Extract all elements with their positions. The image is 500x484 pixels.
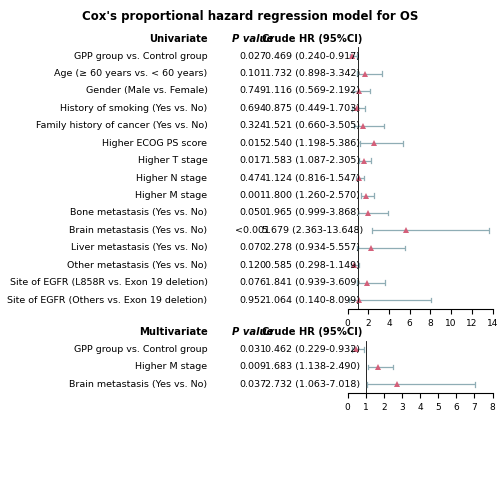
- Text: 0.015: 0.015: [239, 139, 266, 148]
- Text: Cox's proportional hazard regression model for OS: Cox's proportional hazard regression mod…: [82, 11, 418, 23]
- Text: 0.031: 0.031: [239, 345, 266, 354]
- Text: 0.585 (0.298-1.149): 0.585 (0.298-1.149): [265, 261, 360, 270]
- Text: 0.952: 0.952: [239, 296, 266, 304]
- Text: 0.120: 0.120: [239, 261, 266, 270]
- Text: Site of EGFR (Others vs. Exon 19 deletion): Site of EGFR (Others vs. Exon 19 deletio…: [8, 296, 207, 304]
- Text: <0.001: <0.001: [235, 226, 270, 235]
- Text: 2.540 (1.198-5.386): 2.540 (1.198-5.386): [265, 139, 360, 148]
- Text: Liver metastasis (Yes vs. No): Liver metastasis (Yes vs. No): [71, 243, 208, 252]
- Text: Brain metastasis (Yes vs. No): Brain metastasis (Yes vs. No): [70, 226, 207, 235]
- Text: GPP group vs. Control group: GPP group vs. Control group: [74, 345, 208, 354]
- Text: Family history of cancer (Yes vs. No): Family history of cancer (Yes vs. No): [36, 121, 208, 130]
- Text: 1.124 (0.816-1.547): 1.124 (0.816-1.547): [265, 174, 360, 182]
- Text: 2.732 (1.063-7.018): 2.732 (1.063-7.018): [265, 380, 360, 389]
- Text: Bone metastasis (Yes vs. No): Bone metastasis (Yes vs. No): [70, 209, 207, 217]
- Text: 1.800 (1.260-2.570): 1.800 (1.260-2.570): [265, 191, 360, 200]
- Text: Higher T stage: Higher T stage: [138, 156, 207, 165]
- Text: 1.064 (0.140-8.099): 1.064 (0.140-8.099): [265, 296, 360, 304]
- Text: Higher N stage: Higher N stage: [136, 174, 208, 182]
- Text: 0.749: 0.749: [239, 87, 266, 95]
- Text: 1.116 (0.569-2.192): 1.116 (0.569-2.192): [265, 87, 360, 95]
- Text: 0.694: 0.694: [239, 104, 266, 113]
- Text: History of smoking (Yes vs. No): History of smoking (Yes vs. No): [60, 104, 208, 113]
- Text: Multivariate: Multivariate: [139, 327, 207, 337]
- Text: 2.278 (0.934-5.557): 2.278 (0.934-5.557): [265, 243, 360, 252]
- Text: 0.324: 0.324: [239, 121, 266, 130]
- Text: Crude HR (95%CI): Crude HR (95%CI): [262, 34, 362, 44]
- Text: 1.521 (0.660-3.505): 1.521 (0.660-3.505): [265, 121, 360, 130]
- Text: 0.017: 0.017: [239, 156, 266, 165]
- Text: Site of EGFR (L858R vs. Exon 19 deletion): Site of EGFR (L858R vs. Exon 19 deletion…: [10, 278, 207, 287]
- Text: 0.101: 0.101: [239, 69, 266, 78]
- Text: GPP group vs. Control group: GPP group vs. Control group: [74, 52, 208, 60]
- Text: Higher M stage: Higher M stage: [136, 363, 208, 371]
- Text: 1.683 (1.138-2.490): 1.683 (1.138-2.490): [265, 363, 360, 371]
- Text: 0.050: 0.050: [239, 209, 266, 217]
- Text: 1.965 (0.999-3.868): 1.965 (0.999-3.868): [265, 209, 360, 217]
- Text: 0.076: 0.076: [239, 278, 266, 287]
- Text: 0.474: 0.474: [239, 174, 266, 182]
- Text: Higher ECOG PS score: Higher ECOG PS score: [102, 139, 208, 148]
- Text: 5.679 (2.363-13.648): 5.679 (2.363-13.648): [262, 226, 363, 235]
- Text: 1.732 (0.898-3.342): 1.732 (0.898-3.342): [265, 69, 360, 78]
- Text: 0.875 (0.449-1.703): 0.875 (0.449-1.703): [265, 104, 360, 113]
- Text: Brain metastasis (Yes vs. No): Brain metastasis (Yes vs. No): [70, 380, 207, 389]
- Text: 0.009: 0.009: [239, 363, 266, 371]
- Text: Crude HR (95%CI): Crude HR (95%CI): [262, 327, 362, 337]
- Text: 0.037: 0.037: [239, 380, 266, 389]
- Text: 0.469 (0.240-0.917): 0.469 (0.240-0.917): [265, 52, 360, 60]
- Text: 0.462 (0.229-0.932): 0.462 (0.229-0.932): [265, 345, 360, 354]
- Text: 0.001: 0.001: [239, 191, 266, 200]
- Text: Univariate: Univariate: [149, 34, 208, 44]
- Text: 0.070: 0.070: [239, 243, 266, 252]
- Text: 0.027: 0.027: [239, 52, 266, 60]
- Text: Other metastasis (Yes vs. No): Other metastasis (Yes vs. No): [67, 261, 208, 270]
- Text: P value: P value: [232, 327, 273, 337]
- Text: 1.841 (0.939-3.609): 1.841 (0.939-3.609): [265, 278, 360, 287]
- Text: Age (≥ 60 years vs. < 60 years): Age (≥ 60 years vs. < 60 years): [54, 69, 208, 78]
- Text: P value: P value: [232, 34, 273, 44]
- Text: Gender (Male vs. Female): Gender (Male vs. Female): [86, 87, 208, 95]
- Text: 1.583 (1.087-2.305): 1.583 (1.087-2.305): [265, 156, 360, 165]
- Text: Higher M stage: Higher M stage: [136, 191, 208, 200]
